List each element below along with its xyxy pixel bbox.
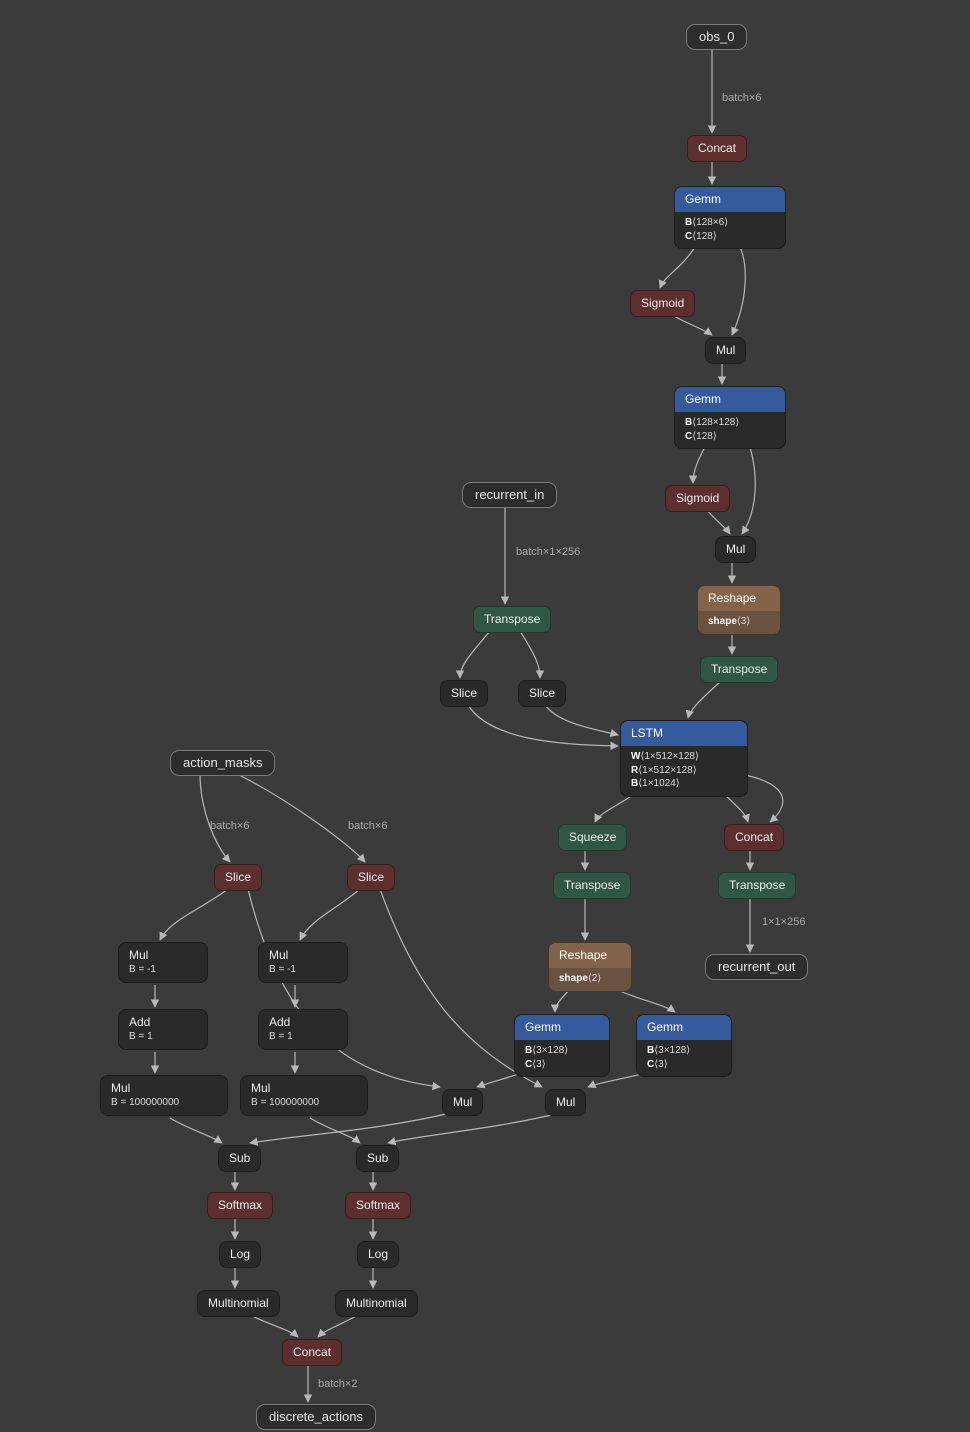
mul-node[interactable]: Mul — [705, 337, 746, 364]
mul-node[interactable]: Mul B = -1 — [258, 942, 348, 983]
attr-line: C⟨128⟩ — [685, 230, 775, 244]
gemm-header: Gemm — [675, 387, 785, 412]
sub-node[interactable]: Sub — [218, 1145, 261, 1172]
attr-line: B = 1 — [129, 1030, 197, 1044]
lstm-header: LSTM — [621, 721, 747, 746]
log-node[interactable]: Log — [357, 1241, 399, 1268]
softmax-node[interactable]: Softmax — [345, 1192, 411, 1219]
lstm-node[interactable]: LSTM W⟨1×512×128⟩ R⟨1×512×128⟩ B⟨1×1024⟩ — [620, 720, 748, 797]
mul-node[interactable]: Mul B = 100000000 — [240, 1075, 368, 1116]
attr-line: C⟨3⟩ — [647, 1058, 721, 1072]
add-node[interactable]: Add B = 1 — [258, 1009, 348, 1050]
gemm-node-1[interactable]: Gemm BB⟨128×6⟩⟨128×6⟩ C⟨128⟩ — [674, 186, 786, 249]
edge-label: batch×1×256 — [516, 546, 580, 558]
attr-line: C⟨128⟩ — [685, 430, 775, 444]
transpose-node[interactable]: Transpose — [473, 606, 551, 633]
slice-node[interactable]: Slice — [214, 864, 262, 891]
op-title: Add — [269, 1015, 337, 1030]
edge-label: batch×6 — [348, 820, 387, 832]
op-title: Mul — [269, 948, 337, 963]
graph-canvas: obs_0 batch×6 Concat Gemm BB⟨128×6⟩⟨128×… — [0, 0, 970, 1432]
edge-label: batch×6 — [210, 820, 249, 832]
edge-label: batch×6 — [722, 92, 761, 104]
attr-line: R⟨1×512×128⟩ — [631, 764, 737, 778]
op-title: Mul — [129, 948, 197, 963]
transpose-node[interactable]: Transpose — [553, 872, 631, 899]
attr-line: B = -1 — [269, 963, 337, 977]
attr-line: B⟨1×1024⟩ — [631, 777, 737, 791]
concat-node[interactable]: Concat — [282, 1339, 342, 1366]
mul-node[interactable]: Mul B = 100000000 — [100, 1075, 228, 1116]
edge-label: batch×2 — [318, 1378, 357, 1390]
attr-line: B = 100000000 — [111, 1096, 217, 1110]
transpose-node[interactable]: Transpose — [700, 656, 778, 683]
input-action-masks[interactable]: action_masks — [170, 750, 275, 776]
slice-node[interactable]: Slice — [440, 680, 488, 707]
concat-node[interactable]: Concat — [724, 824, 784, 851]
sigmoid-node[interactable]: Sigmoid — [630, 290, 695, 317]
gemm-header: Gemm — [515, 1015, 609, 1040]
multinomial-node[interactable]: Multinomial — [197, 1290, 280, 1317]
mul-node[interactable]: Mul B = -1 — [118, 942, 208, 983]
op-title: Mul — [111, 1081, 217, 1096]
edge-label: 1×1×256 — [762, 916, 805, 928]
attr-line: B = 100000000 — [251, 1096, 357, 1110]
attr-line: shape⟨3⟩ — [708, 615, 770, 629]
slice-node[interactable]: Slice — [347, 864, 395, 891]
attr-line: B⟨128×128⟩ — [685, 416, 775, 430]
reshape-header: Reshape — [549, 943, 631, 968]
edges-layer — [0, 0, 970, 1432]
reshape-header: Reshape — [698, 586, 780, 611]
mul-node[interactable]: Mul — [715, 536, 756, 563]
attr-line: B = 1 — [269, 1030, 337, 1044]
input-recurrent-in[interactable]: recurrent_in — [462, 482, 557, 508]
gemm-node-4[interactable]: Gemm B⟨3×128⟩ C⟨3⟩ — [636, 1014, 732, 1077]
attr-line: B⟨3×128⟩ — [525, 1044, 599, 1058]
softmax-node[interactable]: Softmax — [207, 1192, 273, 1219]
concat-node[interactable]: Concat — [687, 135, 747, 162]
attr-line: C⟨3⟩ — [525, 1058, 599, 1072]
transpose-node[interactable]: Transpose — [718, 872, 796, 899]
attr-line: B = -1 — [129, 963, 197, 977]
gemm-node-3[interactable]: Gemm B⟨3×128⟩ C⟨3⟩ — [514, 1014, 610, 1077]
attr-line: BB⟨128×6⟩⟨128×6⟩ — [685, 216, 775, 230]
output-discrete-actions[interactable]: discrete_actions — [256, 1404, 376, 1430]
op-title: Add — [129, 1015, 197, 1030]
reshape-node[interactable]: Reshape shape⟨3⟩ — [697, 585, 781, 635]
sigmoid-node[interactable]: Sigmoid — [665, 485, 730, 512]
output-recurrent-out[interactable]: recurrent_out — [705, 954, 808, 980]
input-obs0[interactable]: obs_0 — [686, 24, 747, 50]
attr-line: W⟨1×512×128⟩ — [631, 750, 737, 764]
attr-line: B⟨3×128⟩ — [647, 1044, 721, 1058]
attr-line: shape⟨2⟩ — [559, 972, 621, 986]
add-node[interactable]: Add B = 1 — [118, 1009, 208, 1050]
reshape-node[interactable]: Reshape shape⟨2⟩ — [548, 942, 632, 992]
gemm-node-2[interactable]: Gemm B⟨128×128⟩ C⟨128⟩ — [674, 386, 786, 449]
gemm-header: Gemm — [637, 1015, 731, 1040]
slice-node[interactable]: Slice — [518, 680, 566, 707]
log-node[interactable]: Log — [219, 1241, 261, 1268]
mul-node[interactable]: Mul — [442, 1089, 483, 1116]
op-title: Mul — [251, 1081, 357, 1096]
multinomial-node[interactable]: Multinomial — [335, 1290, 418, 1317]
sub-node[interactable]: Sub — [356, 1145, 399, 1172]
gemm-header: Gemm — [675, 187, 785, 212]
squeeze-node[interactable]: Squeeze — [558, 824, 627, 851]
mul-node[interactable]: Mul — [545, 1089, 586, 1116]
